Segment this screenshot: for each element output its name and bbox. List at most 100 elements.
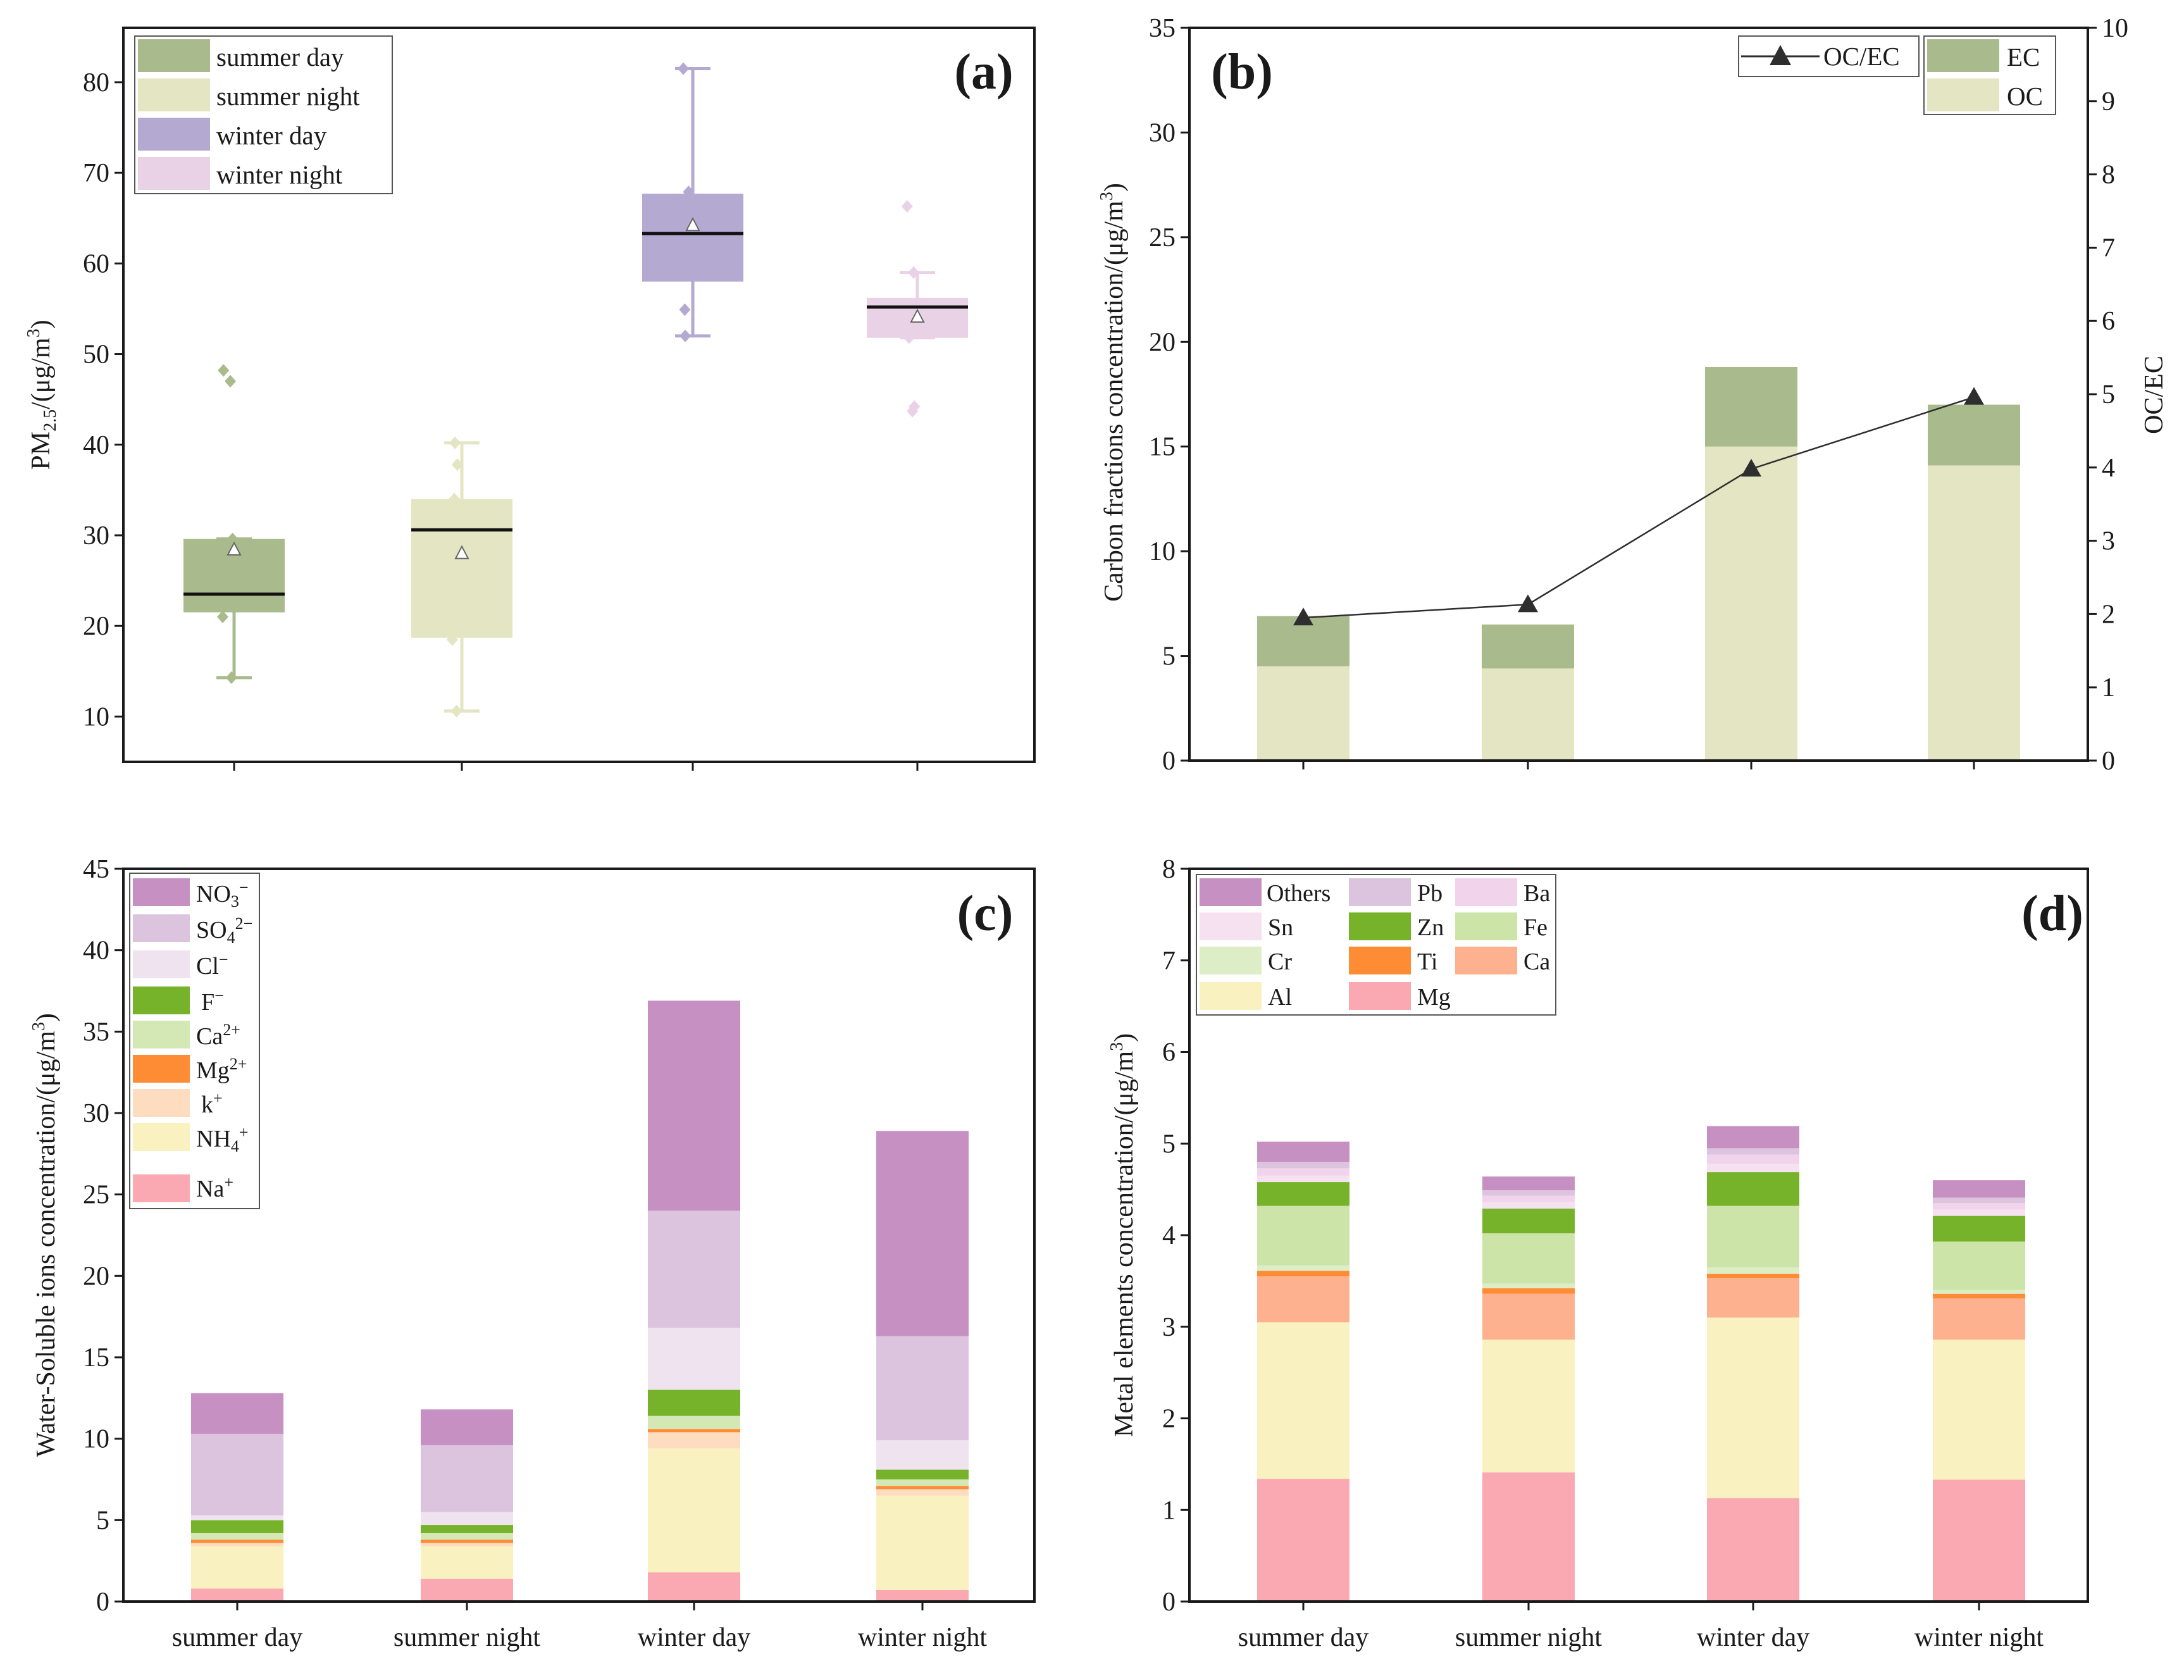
y-tick-label: 20 [83, 612, 109, 641]
bar-segment-k-winter-day [648, 1432, 740, 1449]
ocec-marker-triangle-icon [1293, 607, 1313, 626]
legend-label-al: Al [1268, 984, 1292, 1011]
legend-swatch-sn [1200, 912, 1262, 940]
panel-c-ions: 0 5 10 15 20 25 30 35 40 45 summer day summer night… [29, 855, 1036, 1652]
data-point-winter-night [901, 200, 913, 213]
y-tick-label: 25 [1149, 223, 1176, 252]
y-tick-label: 10 [83, 702, 109, 731]
x-tick-label: winter day [1697, 1623, 1809, 1652]
panel-a-boxplot: 10 20 30 40 50 60 70 80 PM2.5/(μg/m3) (a) summe… [24, 27, 1036, 771]
data-point-winter-day [683, 185, 695, 199]
legend-swatch-so4 [133, 914, 190, 942]
bar-segment-oc-summer-night [1482, 668, 1574, 761]
x-tick-label: summer day [1238, 1623, 1368, 1652]
bar-segment-sn-summer-night [1482, 1202, 1575, 1209]
data-point-winter-night [909, 400, 921, 413]
panel-c-legend: NO3− SO42− Cl− F− Ca2+ Mg2+ k+ NH4+ Na+ [129, 873, 260, 1209]
x-tick-label: summer night [1455, 1623, 1602, 1652]
panel-b-plot-area [1257, 366, 2020, 761]
bar-segment-mg2-summer-night [421, 1540, 513, 1543]
legend-label-others: Others [1267, 880, 1331, 907]
legend-label-ba: Ba [1523, 880, 1550, 907]
mean-marker-winter-night [910, 308, 925, 323]
bar-segment-ti-winter-day [1707, 1273, 1799, 1279]
bar-segment-k-summer-day [191, 1543, 283, 1546]
data-point-summer-day [218, 364, 230, 377]
legend-swatch-winter-day [138, 118, 210, 151]
y-tick-label: 10 [83, 1425, 109, 1454]
bar-segment-sn-summer-day [1257, 1175, 1349, 1183]
bar-segment-ec-winter-night [1928, 404, 2020, 466]
bar-segment-oc-winter-night [1928, 465, 2020, 761]
bar-segment-ti-winter-night [1933, 1293, 2025, 1298]
bar-segment-fe-summer-night [1482, 1233, 1575, 1284]
legend-swatch-nh4 [133, 1123, 190, 1151]
legend-swatch-others [1200, 878, 1262, 906]
data-point-summer-night [450, 704, 462, 718]
bar-segment-so42-winter-day [648, 1210, 740, 1328]
bar-segment-ca-summer-day [1257, 1276, 1349, 1322]
panel-a-axes: 10 20 30 40 50 60 70 80 [83, 68, 919, 771]
y-tick-label: 1 [1162, 1496, 1176, 1525]
bar-segment-oc-winter-day [1705, 446, 1797, 761]
bar-segment-fe-winter-day [1707, 1205, 1799, 1267]
y-tick-label: 15 [1149, 433, 1176, 462]
bar-segment-ca-winter-night [1933, 1298, 2025, 1340]
bar-segment-so42-winter-night [876, 1336, 969, 1441]
panel-d-label: (d) [2021, 886, 2083, 942]
legend-label-winter-day: winter day [216, 121, 327, 150]
bar-segment-cr-summer-night [1482, 1283, 1575, 1288]
bar-segment-zn-winter-day [1707, 1172, 1799, 1206]
bar-segment-na-winter-night [876, 1590, 969, 1602]
bar-segment-al-winter-day [1707, 1317, 1799, 1498]
legend-label-ti: Ti [1417, 949, 1437, 975]
y2-tick-label: 2 [2102, 600, 2115, 629]
data-point-winter-day [679, 329, 691, 342]
legend-swatch-na [133, 1174, 190, 1202]
x-tick-label: summer day [172, 1623, 302, 1652]
bar-segment-so42-summer-day [191, 1433, 283, 1515]
panel-c-frame [122, 868, 1036, 1603]
y2-tick-label: 7 [2102, 233, 2115, 263]
y-tick-label: 45 [83, 855, 109, 884]
bar-segment-pb-summer-night [1482, 1190, 1575, 1196]
y2-tick-label: 3 [2102, 527, 2115, 556]
y-tick-label: 0 [1162, 1588, 1176, 1617]
y-tick-label: 35 [83, 1017, 109, 1047]
bar-segment-others-summer-night [1482, 1176, 1575, 1191]
data-point-summer-day [226, 532, 239, 545]
y2-tick-label: 8 [2102, 161, 2115, 190]
legend-marker-triangle-icon [1770, 45, 1791, 65]
bar-segment-others-summer-day [1257, 1142, 1349, 1162]
panel-a-legend: summer day summer night winter day winte… [134, 35, 393, 194]
bar-segment-others-winter-day [1707, 1126, 1799, 1148]
x-tick-label: summer night [394, 1623, 540, 1652]
panel-a-frame [122, 27, 1036, 763]
legend-label-ec: EC [2007, 42, 2040, 72]
bar-segment-ec-summer-night [1482, 624, 1574, 669]
bar-segment-cr-winter-day [1707, 1267, 1799, 1274]
panel-a-plot-area [183, 62, 968, 718]
y-tick-label: 35 [1149, 14, 1176, 43]
legend-swatch-ec [1927, 39, 1999, 72]
bar-segment-mg2-winter-day [648, 1429, 740, 1433]
legend-label-so4: SO42− [196, 914, 252, 947]
y-tick-label: 50 [83, 340, 109, 370]
legend-label-winter-night: winter night [216, 160, 343, 189]
legend-swatch-mg2 [133, 1055, 190, 1083]
legend-swatch-winter-night [138, 157, 210, 190]
y-tick-label: 7 [1162, 947, 1176, 976]
panel-b-label: (b) [1211, 44, 1273, 100]
y-tick-label: 4 [1162, 1221, 1176, 1250]
bar-segment-k-summer-night [421, 1543, 513, 1546]
y-tick-label: 5 [1162, 1129, 1176, 1159]
mean-marker-summer-day [226, 541, 242, 556]
panel-c-axes: 0 5 10 15 20 25 30 35 40 45 summer day summer night… [83, 855, 987, 1652]
y-tick-label: 70 [83, 159, 109, 188]
y-tick-label: 40 [83, 936, 109, 966]
y-tick-label: 20 [83, 1262, 109, 1291]
legend-label-ca: Ca [1523, 949, 1550, 975]
bar-segment-ba-summer-night [1482, 1195, 1575, 1202]
bar-segment-nh4-summer-night [421, 1546, 513, 1579]
data-point-winter-day [679, 303, 691, 316]
